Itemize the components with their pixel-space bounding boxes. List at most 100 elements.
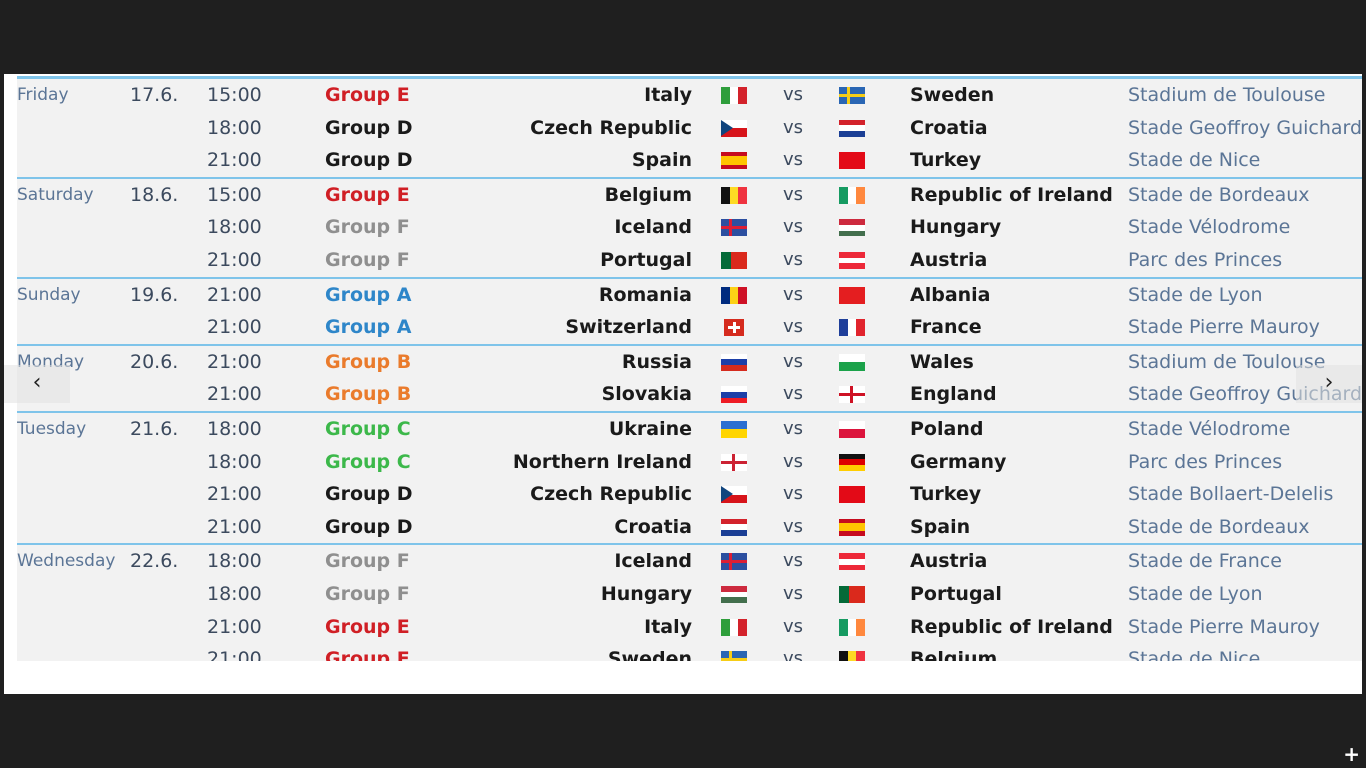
group-label: Group D — [325, 149, 413, 172]
venue-label: Stade de Bordeaux — [1128, 183, 1310, 206]
away-team: Albania — [910, 283, 991, 306]
plus-icon[interactable]: + — [1343, 742, 1360, 766]
away-flag-icon — [839, 585, 865, 603]
home-flag-icon — [721, 219, 747, 237]
venue-label: Stade de Nice — [1128, 648, 1261, 661]
kickoff-time: 21:00 — [207, 615, 262, 638]
away-flag-icon — [839, 87, 865, 104]
date-label: 18.6. — [130, 183, 179, 206]
match-row[interactable]: 18:00 Group F Iceland vs Hungary Stade Vélodr… — [17, 211, 1362, 244]
vs-label: vs — [783, 615, 804, 637]
home-flag-icon — [721, 119, 747, 137]
vs-label: vs — [783, 283, 804, 305]
venue-label: Stade Geoffroy Guichard — [1128, 116, 1362, 139]
day-label: Friday — [17, 85, 69, 105]
day-label: Tuesday — [17, 418, 87, 439]
home-flag-icon — [721, 420, 747, 438]
vs-label: vs — [783, 515, 804, 537]
kickoff-time: 18:00 — [207, 216, 262, 239]
match-row[interactable]: 18:00 Group F Hungary vs Portugal Stade de Ly… — [17, 578, 1362, 611]
home-flag-icon — [721, 553, 747, 571]
day-group-friday: Friday 17.6. 15:00 Group E Italy vs Sweden Stad… — [17, 76, 1362, 177]
kickoff-time: 21:00 — [207, 248, 262, 271]
match-row[interactable]: Wednesday 22.6. 18:00 Group F Iceland vs Austr… — [17, 545, 1362, 578]
group-label: Group A — [325, 316, 412, 339]
kickoff-time: 21:00 — [207, 350, 262, 373]
match-row[interactable]: 18:00 Group D Czech Republic vs Croatia Stade… — [17, 112, 1362, 145]
vs-label: vs — [783, 582, 804, 604]
home-flag-icon — [721, 618, 747, 636]
home-team: Portugal — [600, 248, 692, 271]
away-flag-icon — [839, 186, 865, 204]
vs-label: vs — [783, 183, 804, 205]
venue-label: Stade Pierre Mauroy — [1128, 615, 1320, 638]
previous-arrow-button[interactable]: ‹ — [4, 365, 70, 403]
group-label: Group E — [325, 183, 410, 206]
home-flag-icon — [721, 353, 747, 371]
match-row[interactable]: 21:00 Group B Slovakia vs England Stade Geoff… — [17, 378, 1362, 411]
vs-label: vs — [783, 216, 804, 238]
venue-label: Stade Bollaert-Delelis — [1128, 483, 1334, 506]
away-flag-icon — [839, 353, 865, 371]
chevron-left-icon: ‹ — [32, 370, 42, 395]
home-team: Belgium — [604, 183, 692, 206]
group-label: Group D — [325, 116, 413, 139]
day-group-sunday: Sunday 19.6. 21:00 Group A Romania vs Albania S… — [17, 276, 1362, 344]
away-flag-icon — [839, 319, 865, 337]
match-row[interactable]: 21:00 Group D Czech Republic vs Turkey Stade … — [17, 478, 1362, 511]
kickoff-time: 21:00 — [207, 483, 262, 506]
group-label: Group E — [325, 648, 410, 661]
away-team: Turkey — [910, 483, 982, 506]
match-row[interactable]: Tuesday 21.6. 18:00 Group C Ukraine vs Poland S… — [17, 413, 1362, 446]
home-team: Sweden — [607, 648, 692, 661]
home-flag-icon — [721, 651, 747, 661]
match-row[interactable]: 21:00 Group D Croatia vs Spain Stade de Borde… — [17, 511, 1362, 544]
venue-label: Stade Vélodrome — [1128, 216, 1291, 239]
vs-label: vs — [783, 417, 804, 439]
kickoff-time: 18:00 — [207, 116, 262, 139]
venue-label: Stade Pierre Mauroy — [1128, 316, 1320, 339]
away-flag-icon — [839, 386, 865, 404]
kickoff-time: 21:00 — [207, 149, 262, 172]
kickoff-time: 21:00 — [207, 515, 262, 538]
home-team: Italy — [644, 615, 692, 638]
match-row[interactable]: 21:00 Group F Portugal vs Austria Parc des Pr… — [17, 244, 1362, 277]
home-team: Iceland — [614, 216, 692, 239]
away-flag-icon — [839, 420, 865, 438]
venue-label: Stade de Lyon — [1128, 283, 1263, 306]
match-row[interactable]: 21:00 Group D Spain vs Turkey Stade de Nice — [17, 144, 1362, 177]
away-flag-icon — [839, 518, 865, 536]
match-row[interactable]: Saturday 18.6. 15:00 Group E Belgium vs Republ… — [17, 179, 1362, 212]
home-flag-icon — [721, 251, 747, 269]
chevron-right-icon: › — [1324, 370, 1334, 395]
vs-label: vs — [783, 149, 804, 171]
home-flag-icon — [721, 486, 747, 504]
vs-label: vs — [783, 648, 804, 661]
date-label: 20.6. — [130, 350, 179, 373]
venue-label: Stadium de Toulouse — [1128, 84, 1326, 106]
home-team: Romania — [598, 283, 692, 306]
home-flag-icon — [721, 286, 747, 304]
match-row[interactable]: 21:00 Group E Sweden vs Belgium Stade de Nice — [17, 643, 1362, 661]
match-row[interactable]: Sunday 19.6. 21:00 Group A Romania vs Albania S… — [17, 279, 1362, 312]
home-flag-icon — [721, 152, 747, 170]
group-label: Group D — [325, 515, 413, 538]
match-row[interactable]: Friday 17.6. 15:00 Group E Italy vs Sweden Stad… — [17, 79, 1362, 112]
group-label: Group C — [325, 417, 411, 440]
match-row[interactable]: 21:00 Group A Switzerland vs France Stade Pie… — [17, 311, 1362, 344]
match-row[interactable]: 18:00 Group C Northern Ireland vs Germany Par… — [17, 446, 1362, 479]
date-label: 22.6. — [130, 550, 179, 573]
home-team: Czech Republic — [530, 483, 692, 506]
group-label: Group E — [325, 84, 410, 106]
match-row[interactable]: Monday 20.6. 21:00 Group B Russia vs Wales Stad… — [17, 346, 1362, 379]
venue-label: Stade de Lyon — [1128, 582, 1263, 605]
home-team: Slovakia — [601, 383, 692, 406]
home-flag-icon — [721, 186, 747, 204]
match-row[interactable]: 21:00 Group E Italy vs Republic of Ireland St… — [17, 611, 1362, 644]
home-team: Spain — [631, 149, 692, 172]
group-label: Group F — [325, 248, 410, 271]
next-arrow-button[interactable]: › — [1296, 365, 1362, 403]
away-flag-icon — [839, 453, 865, 471]
kickoff-time: 21:00 — [207, 383, 262, 406]
away-flag-icon — [839, 286, 865, 304]
